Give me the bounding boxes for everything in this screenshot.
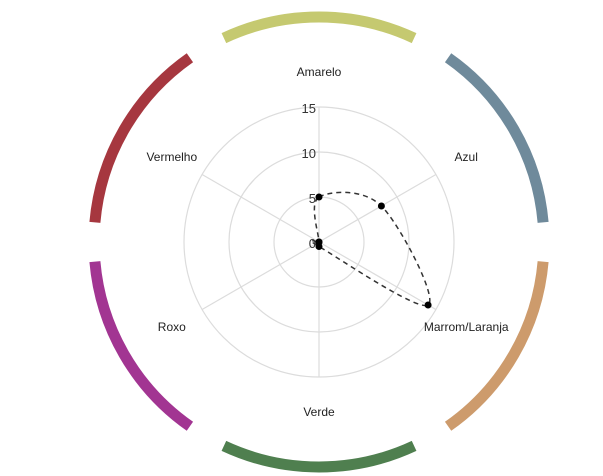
category-label: Marrom/Laranja xyxy=(424,320,509,334)
category-label: Amarelo xyxy=(297,65,342,79)
data-series xyxy=(310,191,432,309)
ring-segment-azul xyxy=(444,53,549,223)
category-label: Vermelho xyxy=(146,150,197,164)
ring-segment-roxo xyxy=(89,261,194,431)
ring-segment-verde xyxy=(221,440,417,473)
radial-tick-labels: 0 5 10 15 xyxy=(302,101,316,251)
data-point-vermelho xyxy=(315,238,323,246)
ring-segment-amarelo xyxy=(221,11,417,44)
category-label: Azul xyxy=(455,150,478,164)
category-label: Verde xyxy=(303,405,335,419)
category-labels: Amarelo Azul Marrom/Laranja Verde Roxo Vermel… xyxy=(146,65,508,419)
grid-spoke xyxy=(201,241,320,311)
ring-segment-marrom-laranja xyxy=(444,261,549,431)
radial-tick-label: 0 xyxy=(309,236,316,251)
category-label: Roxo xyxy=(158,320,186,334)
data-point-azul xyxy=(377,202,385,210)
series-line xyxy=(310,191,431,307)
grid-spoke xyxy=(318,173,437,243)
radial-tick-label: 15 xyxy=(302,101,316,116)
ring-segment-vermelho xyxy=(89,53,194,223)
category-color-ring xyxy=(89,11,549,473)
radial-tick-label: 10 xyxy=(302,146,316,161)
grid-spoke xyxy=(201,173,320,243)
grid-spoke xyxy=(318,241,437,311)
data-point-marrom-laranja xyxy=(424,301,432,309)
radar-grid xyxy=(183,106,455,378)
data-point-amarelo xyxy=(315,193,323,201)
radial-tick-label: 5 xyxy=(309,191,316,206)
